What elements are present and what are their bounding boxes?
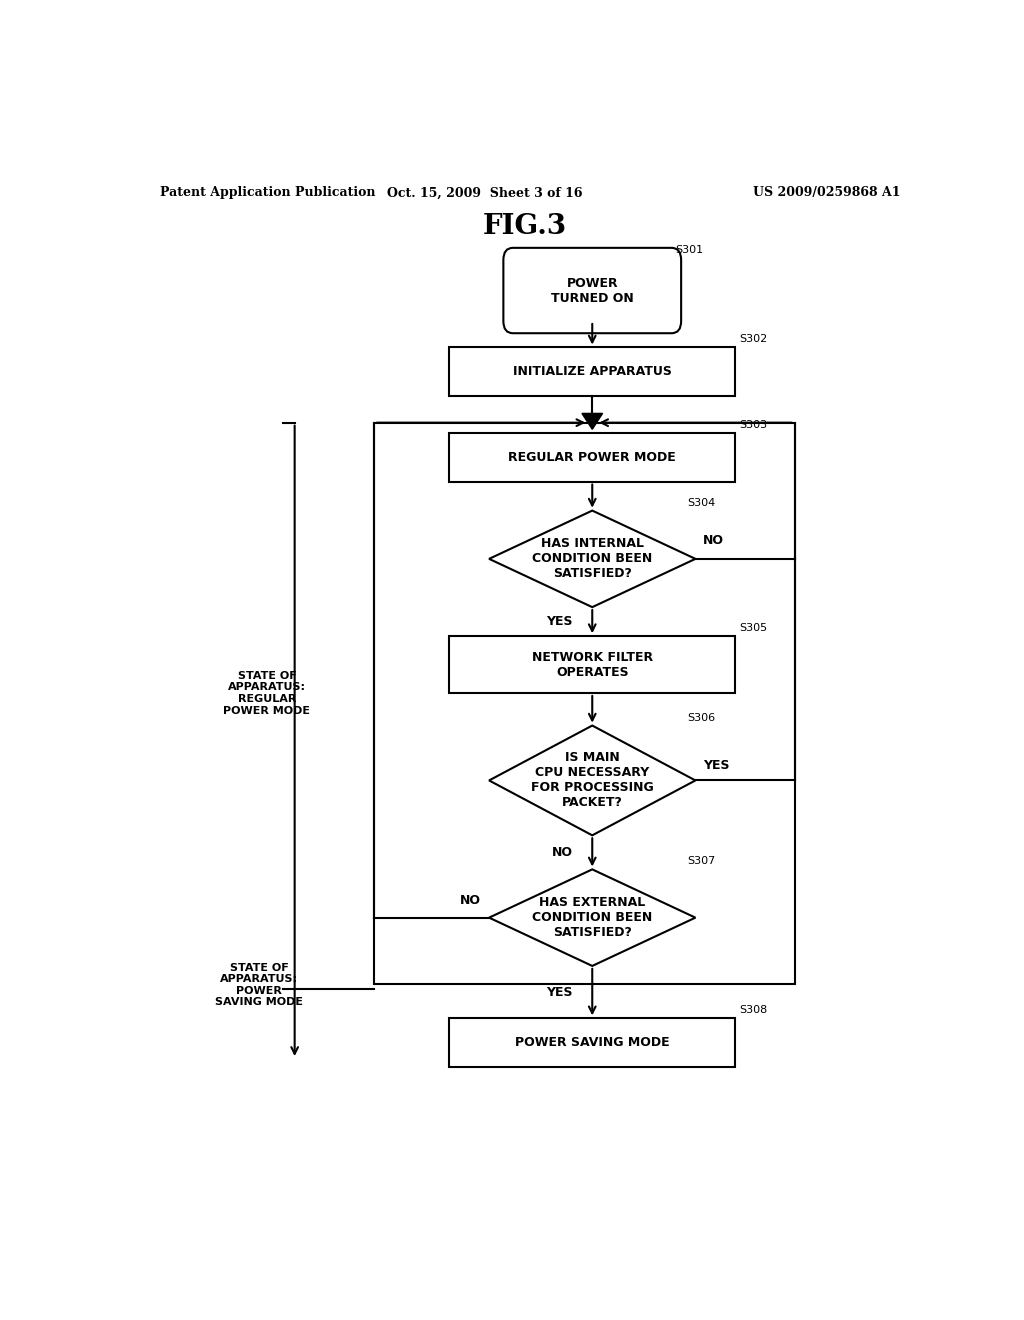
Text: POWER
TURNED ON: POWER TURNED ON [551,276,634,305]
Text: YES: YES [546,986,572,999]
Bar [450,433,735,482]
Text: FIG.3: FIG.3 [482,213,567,240]
Text: YES: YES [703,759,730,772]
Text: NETWORK FILTER
OPERATES: NETWORK FILTER OPERATES [531,651,653,678]
Text: S302: S302 [739,334,767,345]
Text: NO: NO [551,846,572,859]
Text: S308: S308 [739,1006,767,1015]
Text: IS MAIN
CPU NECESSARY
FOR PROCESSING
PACKET?: IS MAIN CPU NECESSARY FOR PROCESSING PAC… [530,751,653,809]
Text: YES: YES [546,615,572,628]
Text: S306: S306 [687,713,716,722]
Text: HAS EXTERNAL
CONDITION BEEN
SATISFIED?: HAS EXTERNAL CONDITION BEEN SATISFIED? [532,896,652,939]
Text: Oct. 15, 2009  Sheet 3 of 16: Oct. 15, 2009 Sheet 3 of 16 [387,186,583,199]
Text: REGULAR POWER MODE: REGULAR POWER MODE [508,450,676,463]
FancyBboxPatch shape [504,248,681,333]
Text: NO: NO [460,895,481,907]
Text: INITIALIZE APPARATUS: INITIALIZE APPARATUS [513,366,672,379]
Bar [450,636,735,693]
Text: STATE OF
APPARATUS:
REGULAR
POWER MODE: STATE OF APPARATUS: REGULAR POWER MODE [223,671,310,715]
Text: S301: S301 [676,246,703,255]
Polygon shape [582,413,602,429]
Bar [374,422,795,985]
Bar [450,1018,735,1067]
Bar [450,347,735,396]
Text: NO: NO [703,533,724,546]
Text: S307: S307 [687,857,716,866]
Text: US 2009/0259868 A1: US 2009/0259868 A1 [753,186,900,199]
Text: Patent Application Publication: Patent Application Publication [160,186,375,199]
Text: STATE OF
APPARATUS:
POWER
SAVING MODE: STATE OF APPARATUS: POWER SAVING MODE [215,962,303,1007]
Text: S305: S305 [739,623,767,634]
Polygon shape [489,870,695,966]
Polygon shape [489,726,695,836]
Polygon shape [489,511,695,607]
Text: HAS INTERNAL
CONDITION BEEN
SATISFIED?: HAS INTERNAL CONDITION BEEN SATISFIED? [532,537,652,581]
Text: S303: S303 [739,420,767,430]
Text: POWER SAVING MODE: POWER SAVING MODE [515,1036,670,1049]
Text: S304: S304 [687,498,716,507]
